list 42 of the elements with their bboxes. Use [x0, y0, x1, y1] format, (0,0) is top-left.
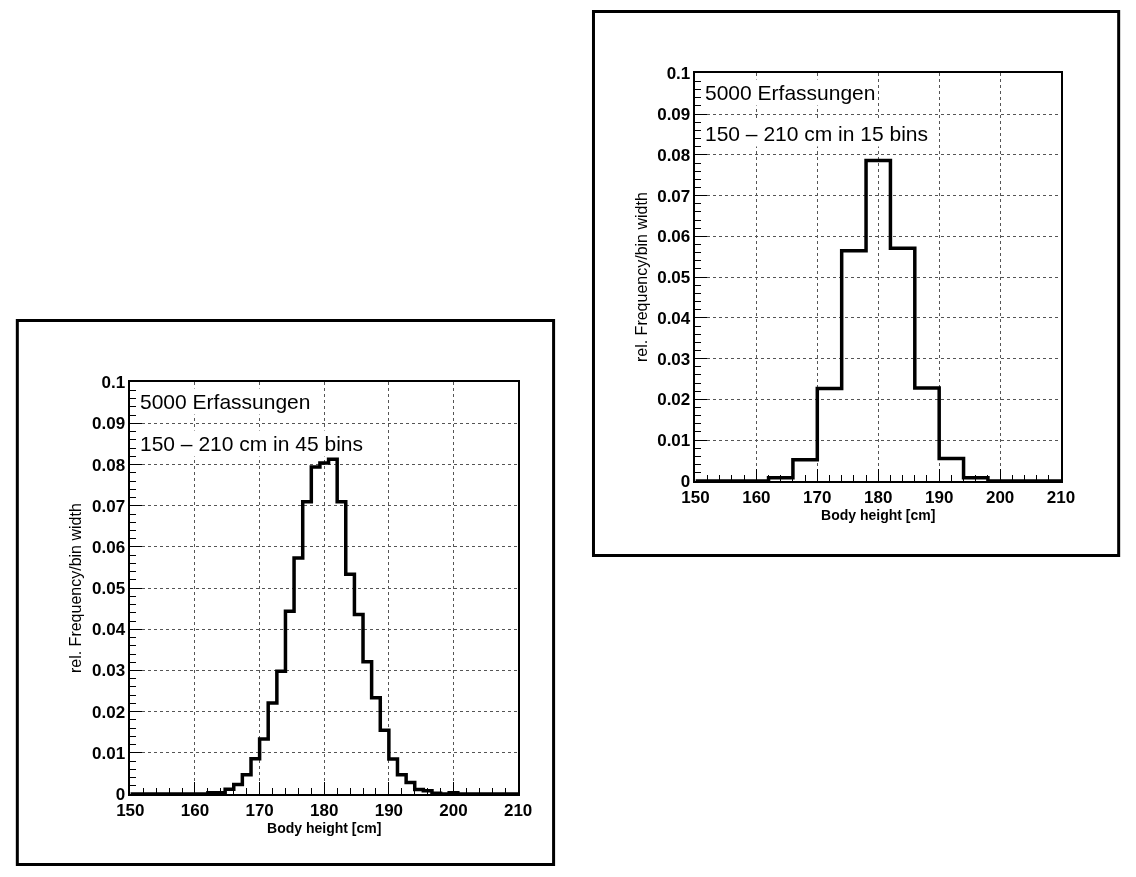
x-tick-label: 210: [1046, 488, 1076, 508]
x-tick-label: 190: [924, 488, 954, 508]
x-tick-label: 160: [180, 801, 210, 821]
y-tick-label: 0.06: [92, 537, 126, 557]
y-tick-label: 0.02: [657, 390, 691, 410]
x-tick-label: 190: [374, 801, 404, 821]
y-tick-label: 0.05: [92, 579, 126, 599]
annotation: 5000 Erfassungen: [705, 81, 876, 104]
y-tick-label: 0.07: [657, 186, 691, 206]
y-tick-label: 0.04: [92, 620, 126, 640]
x-tick-label: 200: [439, 801, 468, 821]
y-tick-label: 0.09: [657, 105, 691, 125]
x-tick-label: 200: [985, 488, 1015, 508]
y-tick-label: 0: [680, 471, 691, 491]
x-tick-label: 150: [681, 488, 710, 508]
y-tick-label: 0.02: [92, 702, 126, 722]
y-axis-title: rel. Frequency/bin width: [67, 503, 85, 674]
x-tick-label: 180: [310, 801, 339, 821]
y-tick-label: 0.1: [666, 64, 691, 84]
y-tick-label: 0.06: [657, 227, 691, 247]
annotation: 150 – 210 cm in 15 bins: [705, 122, 928, 145]
y-tick-label: 0.08: [657, 145, 691, 165]
y-tick-label: 0.09: [92, 414, 126, 434]
x-tick-label: 180: [864, 488, 893, 508]
x-axis-title: Body height [cm]: [821, 507, 936, 524]
x-tick-label: 170: [803, 488, 832, 508]
x-tick-label: 210: [503, 801, 533, 821]
y-axis-title: rel. Frequency/bin width: [632, 192, 650, 363]
y-tick-label: 0.01: [92, 743, 126, 763]
y-tick-label: 0.07: [92, 496, 126, 516]
y-tick-label: 0.08: [92, 455, 126, 475]
annotation: 150 – 210 cm in 45 bins: [140, 432, 363, 455]
y-tick-label: 0.1: [101, 373, 126, 393]
x-tick-label: 170: [245, 801, 274, 821]
y-tick-label: 0.03: [657, 349, 691, 369]
y-tick-label: 0.04: [657, 308, 691, 328]
x-tick-label: 160: [742, 488, 771, 508]
y-tick-label: 0.05: [657, 268, 691, 288]
annotation: 5000 Erfassungen: [140, 390, 311, 413]
x-axis-title: Body height [cm]: [267, 820, 382, 837]
y-tick-label: 0.01: [657, 431, 691, 451]
y-tick-label: 0.03: [92, 661, 126, 681]
